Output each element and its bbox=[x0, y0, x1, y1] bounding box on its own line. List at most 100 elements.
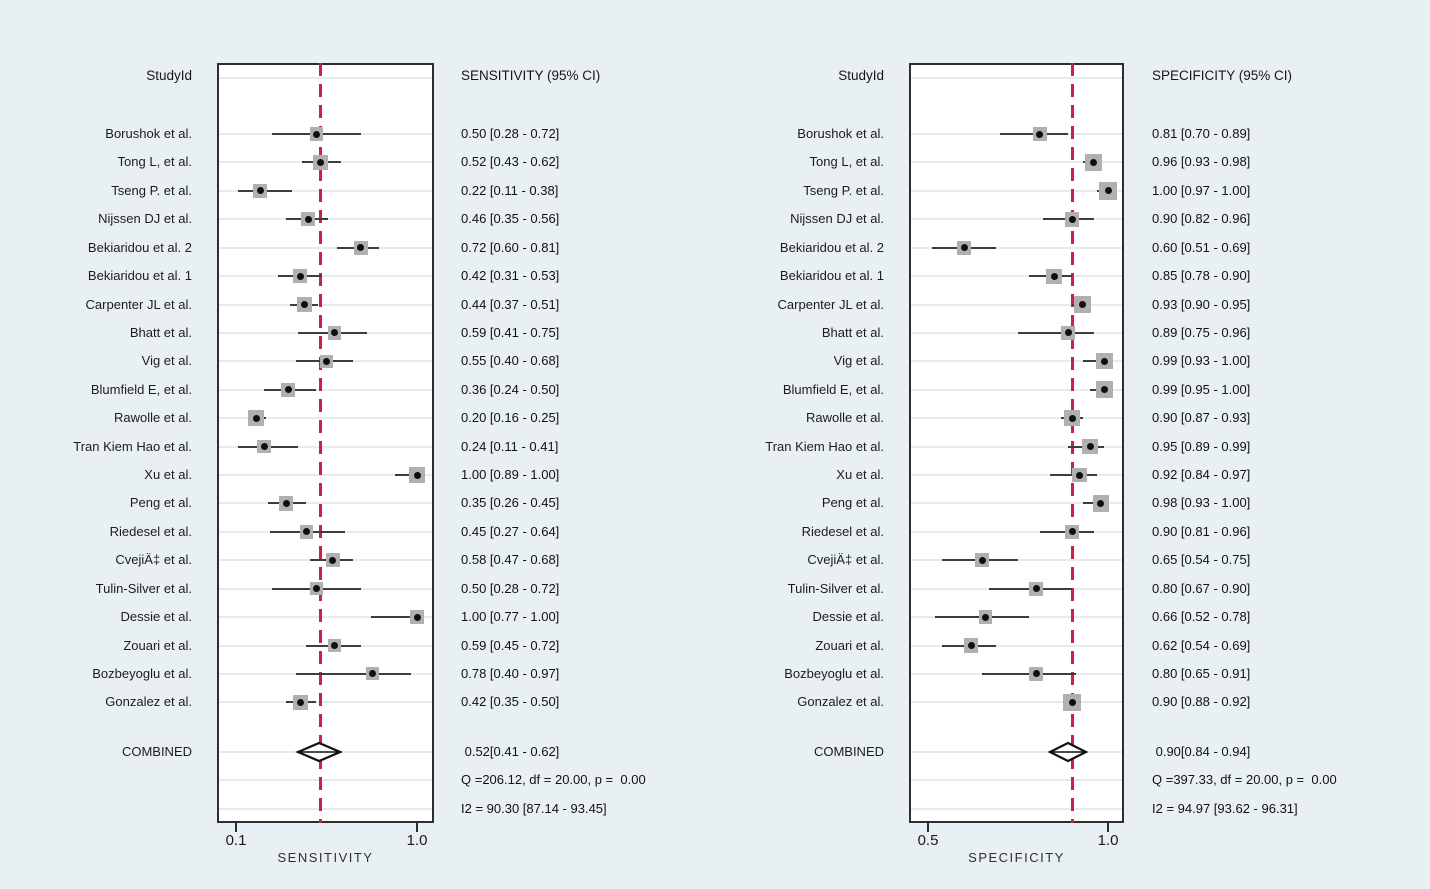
study-value: 0.35 [0.26 - 0.45] bbox=[461, 495, 560, 511]
confidence-interval-line bbox=[1082, 360, 1108, 363]
row-gridline bbox=[911, 751, 1122, 753]
study-value: 0.20 [0.16 - 0.25] bbox=[461, 410, 560, 426]
point-estimate-dot bbox=[302, 528, 310, 536]
study-name: Xu et al. bbox=[144, 467, 192, 483]
point-estimate-dot bbox=[1036, 130, 1044, 138]
point-estimate-dot bbox=[1097, 499, 1105, 507]
axis-tick-label: 0.5 bbox=[917, 832, 939, 849]
study-name: Gonzalez et al. bbox=[797, 694, 884, 710]
row-gridline bbox=[219, 417, 432, 420]
point-estimate-dot bbox=[316, 158, 324, 166]
row-gridline bbox=[911, 417, 1122, 420]
study-value: 0.55 [0.40 - 0.68] bbox=[461, 353, 560, 369]
point-estimate-dot bbox=[978, 556, 986, 564]
study-value: 0.93 [0.90 - 0.95] bbox=[1152, 296, 1251, 312]
study-name: Bekiaridou et al. 1 bbox=[87, 268, 192, 284]
study-value: 0.36 [0.24 - 0.50] bbox=[461, 381, 560, 397]
study-name: Vig et al. bbox=[833, 353, 884, 369]
row-gridline bbox=[911, 246, 1122, 249]
confidence-interval-line bbox=[296, 672, 411, 675]
point-estimate-dot bbox=[296, 272, 304, 280]
study-value: 0.46 [0.35 - 0.56] bbox=[461, 211, 560, 227]
study-value: 0.92 [0.84 - 0.97] bbox=[1152, 467, 1251, 483]
point-estimate-dot bbox=[1068, 698, 1076, 706]
point-estimate-dot bbox=[1050, 272, 1058, 280]
point-estimate-dot bbox=[296, 698, 304, 706]
study-name: Tseng P. et al. bbox=[803, 182, 884, 198]
row-gridline bbox=[219, 388, 432, 391]
point-estimate-dot bbox=[312, 585, 320, 593]
point-estimate-dot bbox=[1090, 158, 1098, 166]
point-estimate-dot bbox=[252, 414, 260, 422]
study-name: Rawolle et al. bbox=[113, 410, 192, 426]
x-axis-label: SPECIFICITY bbox=[968, 850, 1065, 865]
combined-reference-line bbox=[1070, 63, 1074, 823]
study-column-header: StudyId bbox=[838, 68, 884, 83]
study-value: 0.95 [0.89 - 0.99] bbox=[1152, 438, 1251, 454]
axis-tick-label: 0.1 bbox=[225, 832, 247, 849]
row-gridline bbox=[911, 189, 1122, 192]
study-value: 0.22 [0.11 - 0.38] bbox=[461, 182, 559, 198]
study-value: 0.80 [0.67 - 0.90] bbox=[1152, 580, 1251, 596]
axis-tick bbox=[1107, 823, 1109, 832]
point-estimate-dot bbox=[1075, 471, 1083, 479]
axis-tick bbox=[235, 823, 237, 832]
study-value: 0.58 [0.47 - 0.68] bbox=[461, 552, 560, 568]
study-value: 0.42 [0.31 - 0.53] bbox=[461, 268, 560, 284]
study-value: 0.81 [0.70 - 0.89] bbox=[1152, 126, 1251, 141]
point-estimate-dot bbox=[282, 499, 290, 507]
row-gridline bbox=[911, 807, 1122, 810]
row-gridline bbox=[911, 445, 1122, 448]
study-name: Tulin-Silver et al. bbox=[787, 580, 884, 596]
study-value: 0.65 [0.54 - 0.75] bbox=[1152, 552, 1251, 568]
axis-tick-label: 1.0 bbox=[406, 832, 428, 849]
study-value: 0.99 [0.95 - 1.00] bbox=[1152, 381, 1251, 397]
point-estimate-dot bbox=[967, 642, 975, 650]
study-value: 0.90 [0.82 - 0.96] bbox=[1152, 211, 1251, 227]
row-gridline bbox=[911, 779, 1122, 782]
axis-tick-label: 1.0 bbox=[1097, 832, 1119, 849]
point-estimate-dot bbox=[323, 357, 330, 365]
study-name: Nijssen DJ et al. bbox=[98, 211, 192, 227]
point-estimate-dot bbox=[260, 443, 268, 451]
study-name: Zouari et al. bbox=[815, 637, 884, 653]
study-name: Rawolle et al. bbox=[805, 410, 884, 426]
study-value: 1.00 [0.89 - 1.00] bbox=[461, 467, 560, 483]
row-gridline bbox=[219, 807, 432, 810]
study-value: 0.45 [0.27 - 0.64] bbox=[461, 523, 560, 539]
study-name: Tong L, et al. bbox=[809, 154, 884, 170]
study-name: Gonzalez et al. bbox=[105, 694, 192, 710]
point-estimate-dot bbox=[1068, 215, 1076, 223]
study-value: 0.50 [0.28 - 0.72] bbox=[461, 126, 560, 141]
combined-diamond bbox=[1047, 741, 1089, 763]
study-value: 0.59 [0.45 - 0.72] bbox=[461, 637, 560, 653]
confidence-interval-line bbox=[982, 672, 1076, 675]
point-estimate-dot bbox=[982, 613, 990, 621]
combined-diamond bbox=[295, 741, 344, 763]
study-value: 0.98 [0.93 - 1.00] bbox=[1152, 495, 1251, 511]
study-value: 0.96 [0.93 - 0.98] bbox=[1152, 154, 1251, 170]
row-gridline bbox=[911, 701, 1122, 704]
point-estimate-dot bbox=[413, 613, 421, 621]
study-name: Bozbeyoglu et al. bbox=[784, 665, 884, 681]
point-estimate-dot bbox=[331, 329, 339, 337]
study-name: Bekiaridou et al. 1 bbox=[779, 268, 884, 284]
point-estimate-dot bbox=[413, 471, 421, 479]
row-gridline bbox=[219, 77, 432, 79]
value-column-header: SENSITIVITY (95% CI) bbox=[461, 68, 601, 83]
point-estimate-dot bbox=[304, 215, 312, 223]
row-gridline bbox=[911, 644, 1122, 647]
row-gridline bbox=[911, 530, 1122, 533]
row-gridline bbox=[219, 779, 432, 782]
study-column-header: StudyId bbox=[146, 68, 192, 83]
axis-tick bbox=[416, 823, 418, 832]
point-estimate-dot bbox=[1100, 357, 1108, 365]
point-estimate-dot bbox=[1068, 528, 1076, 536]
study-value: 0.90 [0.81 - 0.96] bbox=[1152, 523, 1251, 539]
study-value: 0.42 [0.35 - 0.50] bbox=[461, 694, 560, 710]
combined-row-label: COMBINED bbox=[121, 744, 192, 759]
study-name: Dessie et al. bbox=[120, 609, 192, 625]
study-value: 0.89 [0.75 - 0.96] bbox=[1152, 324, 1251, 340]
study-value: 0.99 [0.93 - 1.00] bbox=[1152, 353, 1251, 369]
point-estimate-dot bbox=[1100, 386, 1108, 394]
